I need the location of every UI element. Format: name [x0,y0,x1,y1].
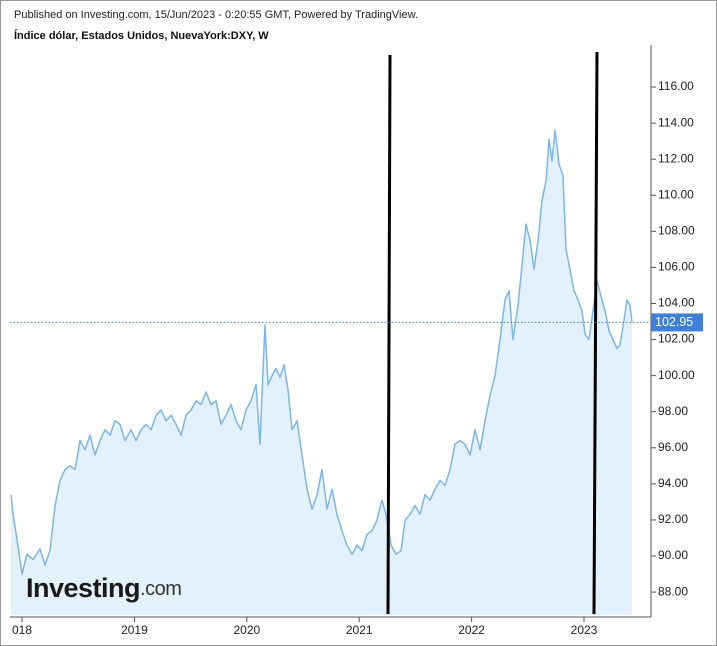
x-tick-label: 2023 [571,623,598,637]
last-price-label: 102.95 [655,315,693,329]
watermark-name: Investing [26,573,140,603]
y-tick-label: 98.00 [658,404,688,418]
y-tick-label: 108.00 [658,224,695,238]
x-tick-label: 2020 [233,623,260,637]
y-tick-label: 90.00 [658,548,688,562]
y-tick-label: 104.00 [658,296,695,310]
annotation-line [592,51,599,615]
watermark: Investing.com [26,573,181,603]
y-tick-label: 94.00 [658,476,688,490]
x-tick-label: 2021 [346,623,373,637]
annotation-line [386,54,392,615]
y-tick-label: 114.00 [658,115,694,129]
y-tick-label: 88.00 [658,584,688,598]
y-tick-label: 100.00 [658,368,695,382]
area-fill [11,130,632,615]
y-tick-label: 92.00 [658,512,688,526]
y-tick-label: 106.00 [658,260,695,274]
watermark-suffix: .com [140,578,181,600]
y-tick-label: 116.00 [658,79,694,93]
y-tick-label: 96.00 [658,440,688,454]
last-price-tag [651,313,703,332]
x-tick-label: 2022 [458,623,485,637]
y-tick-label: 110.00 [658,187,694,201]
chart-title: Índice dólar, Estados Unidos, NuevaYork:… [14,29,269,42]
y-tick-label: 112.00 [658,151,694,165]
x-tick-label: 2019 [121,623,148,637]
plot-area [10,129,633,615]
source-note: Published on Investing.com, 15/Jun/2023 … [14,9,418,21]
y-tick-label: 102.00 [658,332,695,346]
x-tick-label: 018 [12,623,32,637]
overlay: 88.00 90.00 92.00 94.00 96.00 98.00 100.00 102.… [10,45,703,637]
price-line [10,129,633,575]
